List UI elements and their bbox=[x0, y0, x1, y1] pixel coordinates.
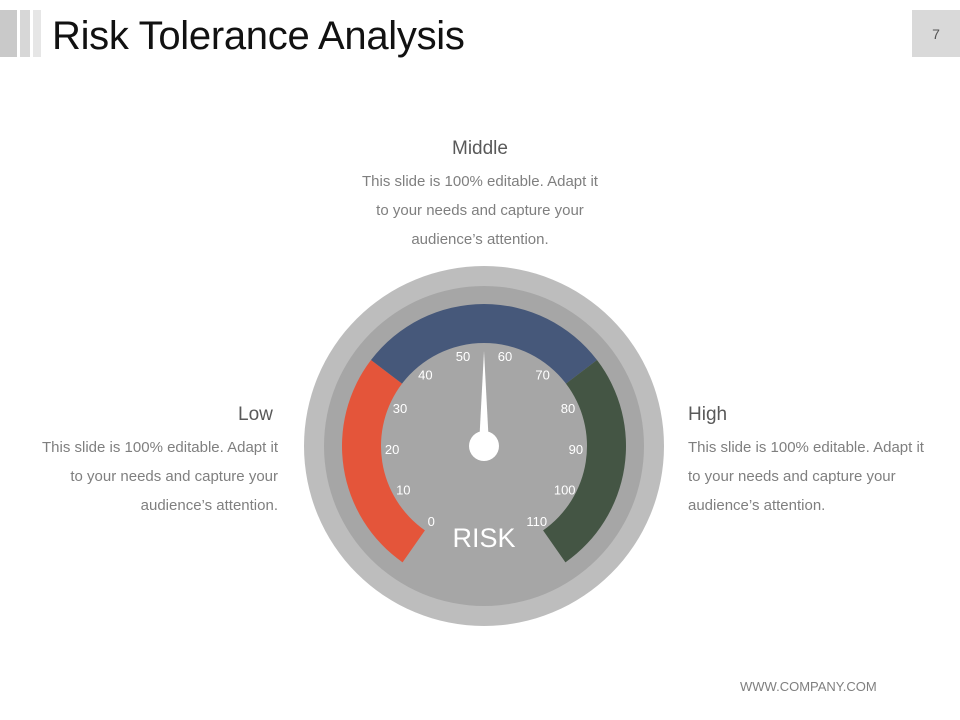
decorative-bar bbox=[20, 10, 30, 57]
gauge-tick-label: 0 bbox=[428, 514, 435, 529]
gauge-tick-label: 100 bbox=[554, 483, 576, 498]
high-description: This slide is 100% editable. Adapt it to… bbox=[688, 439, 924, 514]
low-heading: Low bbox=[238, 404, 273, 425]
gauge-tick-label: 70 bbox=[535, 368, 549, 383]
decorative-bar bbox=[0, 10, 17, 57]
gauge-tick-label: 10 bbox=[396, 483, 410, 498]
gauge-zone-high bbox=[543, 360, 626, 563]
gauge-hub bbox=[469, 431, 499, 461]
gauge-tick-label: 80 bbox=[561, 401, 575, 416]
middle-heading: Middle bbox=[452, 138, 508, 159]
gauge-tick-label: 20 bbox=[385, 442, 399, 457]
gauge-zone-middle bbox=[371, 304, 597, 384]
gauge-tick-label: 110 bbox=[526, 514, 547, 529]
gauge-tick-label: 40 bbox=[418, 368, 432, 383]
page-number: 7 bbox=[912, 10, 960, 57]
slide-title: Risk Tolerance Analysis bbox=[52, 14, 465, 58]
gauge-tick-label: 90 bbox=[569, 442, 583, 457]
footer-url: WWW.COMPANY.COM bbox=[740, 679, 877, 694]
decorative-bar bbox=[33, 10, 41, 57]
gauge-needle bbox=[479, 351, 489, 446]
gauge-label: RISK bbox=[452, 523, 515, 553]
low-description: This slide is 100% editable. Adapt it to… bbox=[42, 439, 278, 514]
gauge-tick-label: 60 bbox=[498, 349, 512, 364]
risk-gauge: 0 10 20 30 40 50 60 70 80 90 100 110 RISK bbox=[304, 266, 664, 626]
middle-description: This slide is 100% editable. Adapt it to… bbox=[362, 173, 598, 248]
gauge-tick-label: 30 bbox=[393, 401, 407, 416]
gauge-tick-label: 50 bbox=[456, 349, 470, 364]
high-heading: High bbox=[688, 404, 728, 425]
gauge-tick-labels: 0 10 20 30 40 50 60 70 80 90 100 110 bbox=[385, 349, 583, 529]
gauge-zone-low bbox=[342, 360, 425, 563]
gauge-zones bbox=[342, 304, 626, 563]
